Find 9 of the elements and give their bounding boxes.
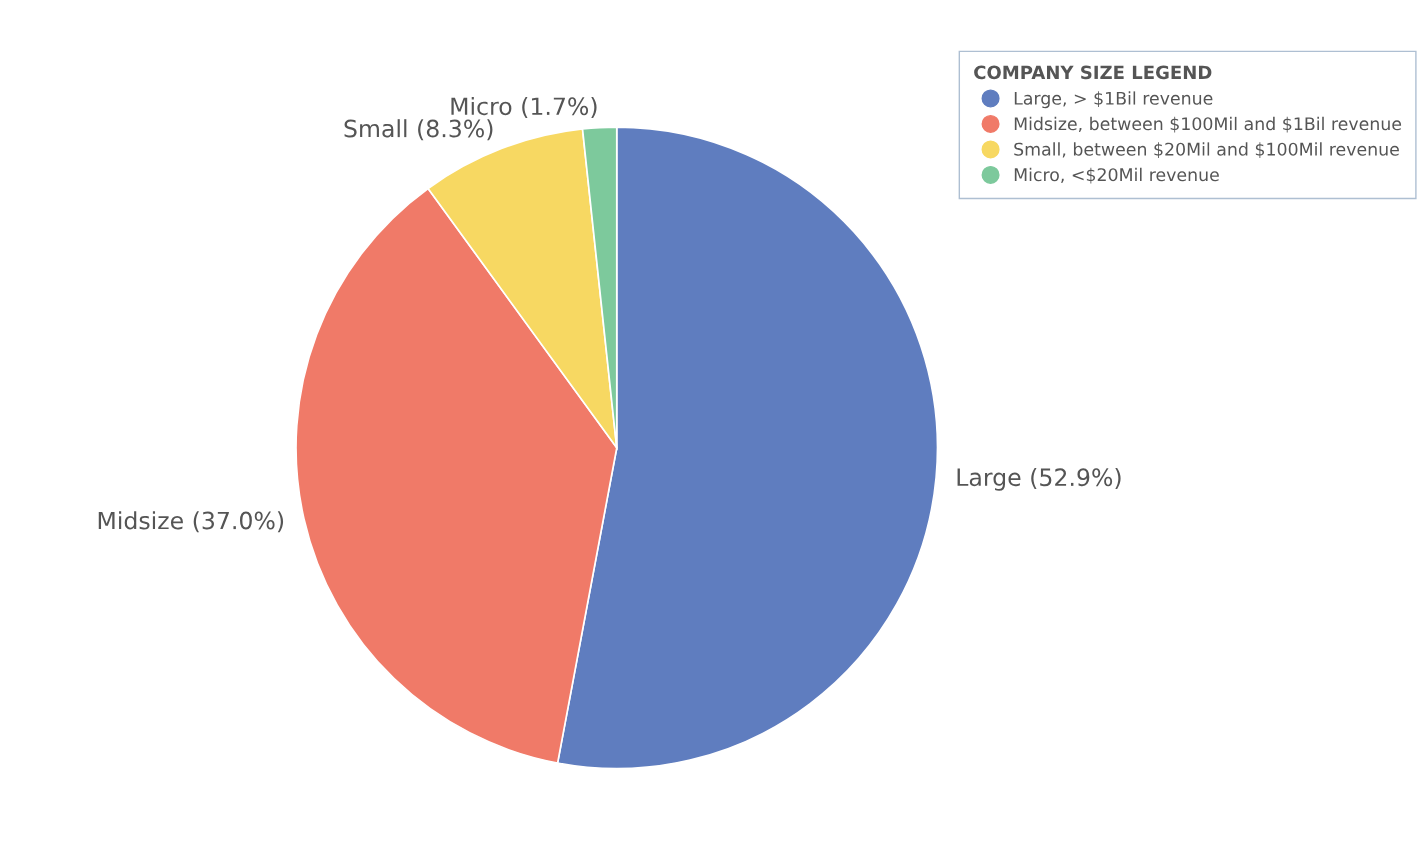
legend-label: Large, > $1Bil revenue: [1014, 91, 1213, 109]
legend-label: Midsize, between $100Mil and $1Bil revenue: [1014, 116, 1402, 133]
data-label: Midsize (37.0%): [98, 511, 284, 533]
legend-label: Small, between $20Mil and $100Mil revenue: [1014, 142, 1399, 159]
legend-label: Micro, <$20Mil revenue: [1014, 167, 1219, 184]
legend-title: COMPANY SIZE LEGEND: [974, 65, 1212, 80]
data-label: Small (8.3%): [344, 119, 493, 141]
data-label: Large (52.9%): [957, 467, 1121, 491]
data-label: Micro (1.7%): [451, 96, 597, 118]
